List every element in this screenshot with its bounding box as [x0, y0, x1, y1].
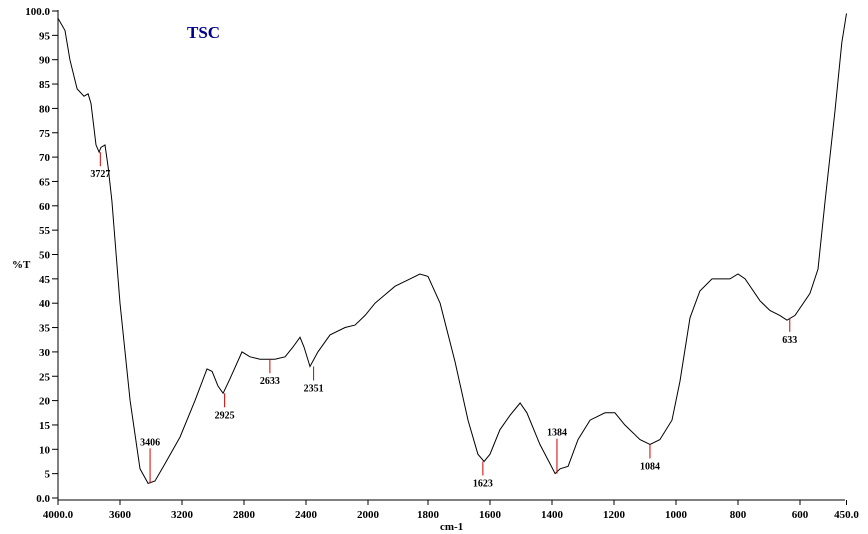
y-tick-label: 55 — [39, 225, 51, 237]
x-tick-label: 2000 — [357, 509, 380, 521]
peak-label: 1623 — [473, 478, 493, 489]
y-tick-label: 85 — [39, 79, 51, 91]
y-tick-label: 75 — [39, 128, 51, 140]
y-tick-label: 5 — [45, 469, 51, 481]
y-tick-label: 80 — [39, 103, 51, 115]
y-tick-label: 100.0 — [25, 6, 50, 18]
x-tick-label: 1000 — [665, 509, 688, 521]
y-tick-label: 30 — [39, 347, 51, 359]
peak-label: 1384 — [547, 428, 567, 439]
spectrum-line — [57, 13, 847, 485]
peak-label: 2351 — [304, 384, 324, 395]
y-tick-label: 50 — [39, 250, 51, 262]
x-axis-label: cm-1 — [440, 521, 463, 533]
x-tick-label: 4000.0 — [43, 509, 74, 521]
x-tick-label: 600 — [792, 509, 809, 521]
x-tick-label: 2400 — [295, 509, 318, 521]
y-tick-label: 0.0 — [36, 493, 50, 505]
x-tick-label: 1200 — [603, 509, 626, 521]
peak-label: 2925 — [215, 410, 235, 421]
y-tick-label: 60 — [39, 201, 51, 213]
y-tick-label: 70 — [39, 152, 51, 164]
x-tick-label: 1600 — [479, 509, 502, 521]
x-tick-label: 1800 — [417, 509, 440, 521]
y-tick-label: 90 — [39, 55, 51, 67]
y-axis-label: %T — [12, 259, 31, 271]
peak-label: 3727 — [90, 169, 110, 180]
peak-label: 2633 — [260, 376, 280, 387]
x-tick-label: 3600 — [109, 509, 132, 521]
peak-label: 633 — [782, 335, 797, 346]
x-tick-label: 1400 — [541, 509, 564, 521]
x-tick-label: 3200 — [171, 509, 194, 521]
y-tick-label: 25 — [39, 371, 51, 383]
y-tick-label: 20 — [39, 396, 51, 408]
chart-title: TSC — [187, 23, 220, 42]
y-tick-label: 95 — [39, 30, 51, 42]
y-tick-label: 15 — [39, 420, 51, 432]
y-tick-label: 35 — [39, 323, 51, 335]
peak-label: 3406 — [140, 437, 160, 448]
x-tick-label: 800 — [730, 509, 747, 521]
y-tick-label: 40 — [39, 298, 51, 310]
x-tick-label: 450.0 — [834, 509, 859, 521]
y-tick-label: 45 — [39, 274, 51, 286]
y-tick-label: 10 — [39, 444, 51, 456]
x-tick-label: 2800 — [233, 509, 256, 521]
y-tick-label: 65 — [39, 176, 51, 188]
peak-label: 1084 — [640, 461, 660, 472]
